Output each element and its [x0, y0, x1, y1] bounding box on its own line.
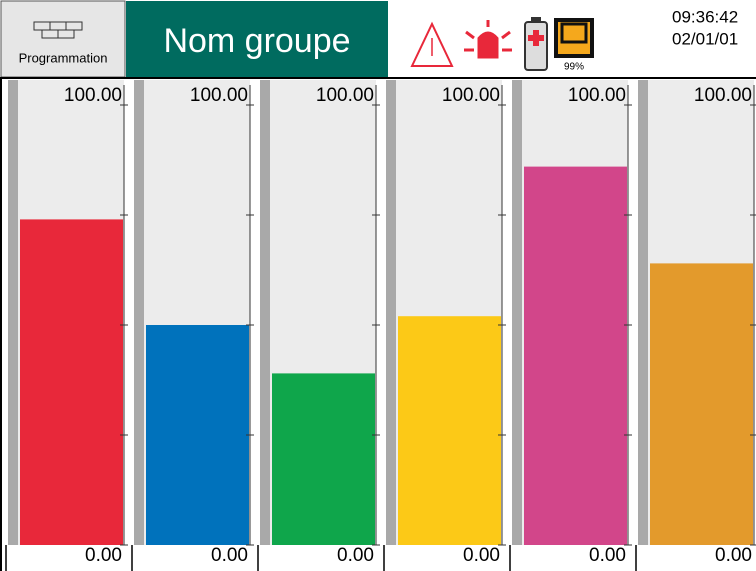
scale-label: 100.00: [442, 85, 500, 106]
scale-label: 100.00: [190, 85, 248, 106]
menu-icon: [33, 21, 83, 39]
bar: [272, 373, 375, 545]
group-name: Nom groupe: [163, 22, 350, 60]
warning-icon: [410, 21, 454, 67]
scale-label: 0.00: [715, 545, 752, 566]
alarm-icon: [464, 20, 512, 59]
channel-shadow: [512, 80, 522, 545]
channel-shadow: [8, 80, 18, 545]
scale-label: 0.00: [337, 545, 374, 566]
channel-shadow: [386, 80, 396, 545]
channel-shadow: [134, 80, 144, 545]
storage-icon: [554, 18, 594, 58]
scale-label: 100.00: [316, 85, 374, 106]
button-label: Programmation: [19, 50, 108, 65]
bar: [524, 166, 627, 545]
bar: [398, 316, 501, 545]
scale-label: 100.00: [694, 85, 752, 106]
group-title-box: [126, 1, 388, 77]
scale-label: 0.00: [589, 545, 626, 566]
scale-label: 100.00: [64, 85, 122, 106]
scale-label: 0.00: [85, 545, 122, 566]
clock-date: 02/01/01: [672, 29, 738, 48]
bar: [650, 263, 753, 545]
programmation-button[interactable]: [0, 0, 126, 78]
scale-label: 0.00: [211, 545, 248, 566]
battery-level: 99%: [564, 62, 584, 73]
scale-label: 0.00: [463, 545, 500, 566]
scale-label: 100.00: [568, 85, 626, 106]
clock-time: 09:36:42: [672, 7, 738, 26]
bar: [20, 219, 123, 545]
bar: [146, 325, 249, 545]
battery-icon: [524, 17, 548, 71]
channel-shadow: [260, 80, 270, 545]
channel-shadow: [638, 80, 648, 545]
